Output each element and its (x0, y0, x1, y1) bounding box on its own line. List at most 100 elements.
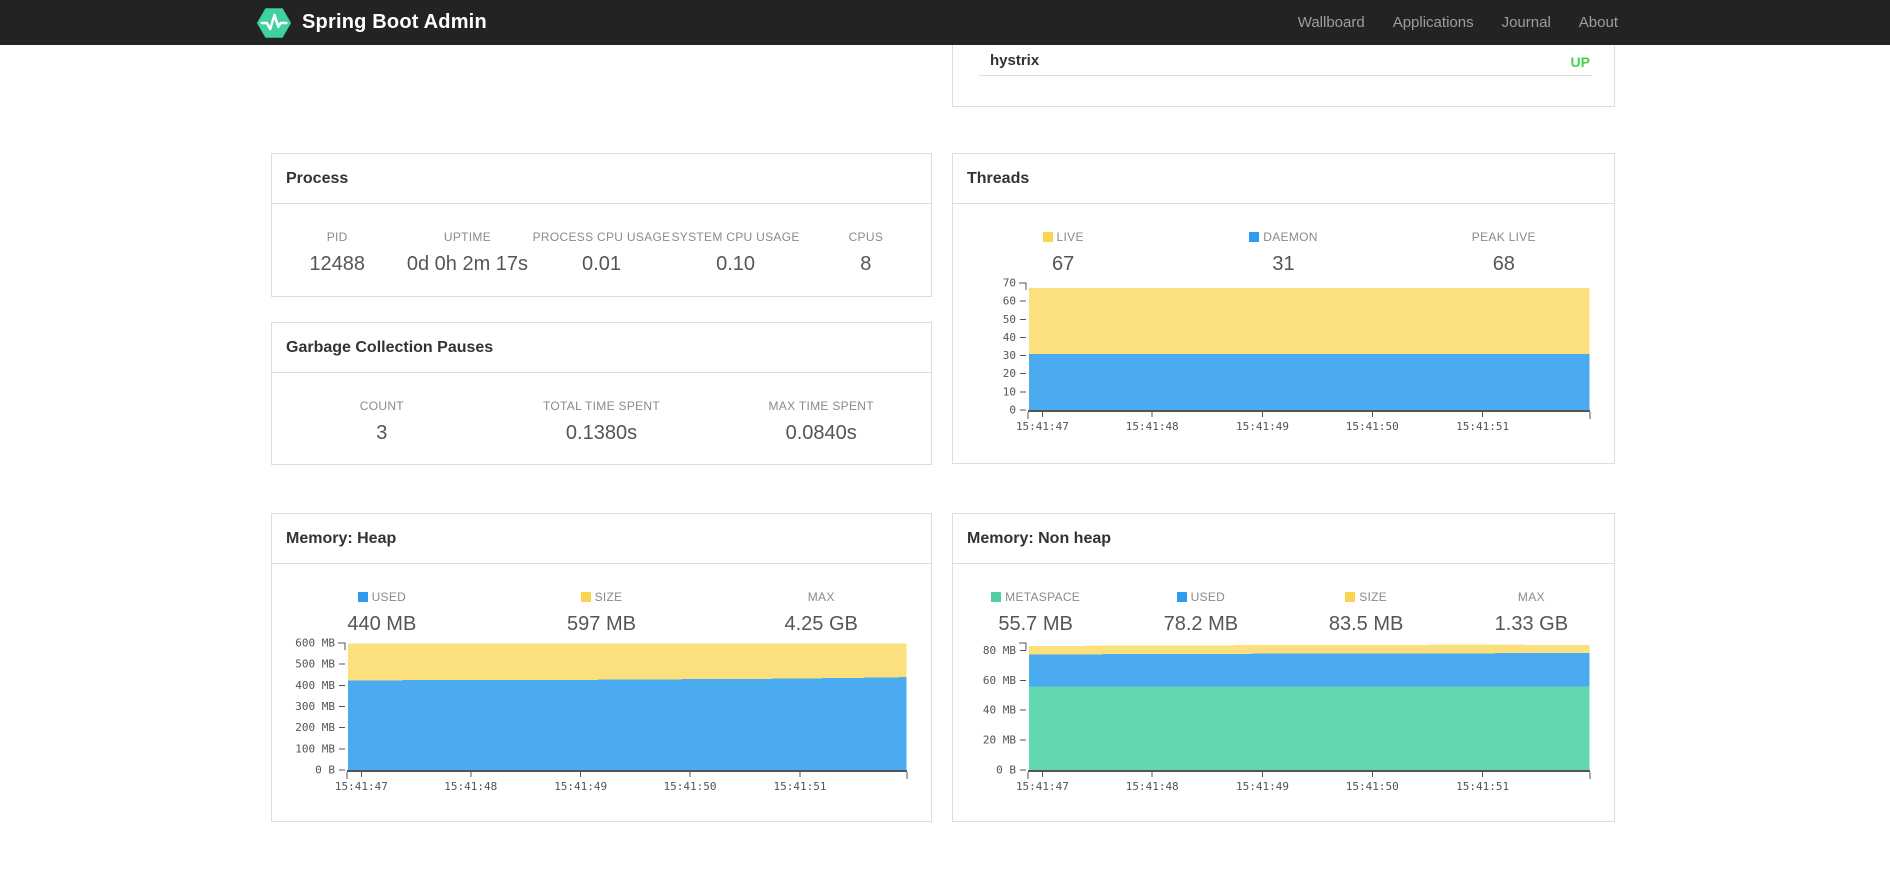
stat-value: 0.01 (582, 253, 621, 275)
svg-text:600 MB: 600 MB (295, 637, 335, 650)
stat-value: 0.10 (716, 253, 756, 275)
stat-value: 1.33 GB (1494, 613, 1569, 635)
memory-heap-stats: USED 440 MB SIZE 597 MB MAX 4.25 GB (272, 564, 931, 636)
nav-item-wallboard[interactable]: Wallboard (1297, 14, 1365, 31)
stat-label: PID (326, 230, 348, 244)
application-status-badge: UP (1570, 54, 1590, 70)
stat-value: 0.1380s (565, 422, 638, 444)
stat: SIZE 597 MB (492, 590, 712, 636)
panel-heading: Garbage Collection Pauses (272, 323, 931, 373)
stat-label: METASPACE (953, 590, 1118, 604)
stat-value: 83.5 MB (1328, 613, 1404, 635)
stat-label: TOTAL TIME SPENT (542, 399, 661, 413)
panel-title: Threads (967, 169, 1030, 187)
stat-value: 68 (1492, 253, 1515, 275)
nav-item-journal[interactable]: Journal (1501, 14, 1551, 31)
svg-text:15:41:51: 15:41:51 (1456, 420, 1509, 433)
svg-text:15:41:48: 15:41:48 (444, 780, 497, 793)
legend-swatch-icon (1249, 232, 1260, 242)
stat-label: COUNT (359, 399, 404, 413)
stat-label: LIVE (953, 230, 1173, 244)
stat-value: 55.7 MB (998, 613, 1073, 635)
threads-panel: Threads LIVE 67 DAEMON 31 PEAK LIVE 68 0 10 20 3… (952, 153, 1615, 464)
svg-text:300 MB: 300 MB (295, 700, 335, 713)
svg-text:400 MB: 400 MB (295, 679, 335, 692)
svg-text:15:41:51: 15:41:51 (1456, 780, 1509, 793)
stat-value: 4.25 GB (784, 613, 858, 635)
stat: MAX 4.25 GB (711, 590, 931, 636)
navbar-brand[interactable]: Spring Boot Admin (255, 0, 487, 45)
stat-value: 0.0840s (785, 422, 857, 444)
stat-value: 12488 (309, 253, 365, 275)
stat-label: MAX (807, 590, 835, 604)
garbage-collection-panel: Garbage Collection Pauses COUNT 3 TOTAL TI… (271, 322, 932, 465)
panel-title: Garbage Collection Pauses (286, 338, 494, 356)
gc-stats: COUNT 3 TOTAL TIME SPENT 0.1380s MAX TIME SP… (272, 373, 931, 445)
memory-nonheap-stats: METASPACE 55.7 MB USED 78.2 MB SIZE 83.5 MB MA… (953, 564, 1614, 636)
stat-label: SIZE (492, 590, 712, 604)
panel-title: Memory: Heap (286, 529, 397, 547)
nav-item-applications[interactable]: Applications (1392, 14, 1474, 31)
stat: PID 12488 (272, 230, 402, 276)
threads-stats: LIVE 67 DAEMON 31 PEAK LIVE 68 (953, 204, 1614, 276)
stat-value: 0d 0h 2m 17s (406, 253, 529, 275)
stat-value: 67 (1052, 253, 1075, 275)
stat: PEAK LIVE 68 (1394, 230, 1614, 276)
panel-title: Memory: Non heap (967, 529, 1112, 547)
legend-swatch-icon (1176, 592, 1187, 602)
process-panel: Process PID 12488 UPTIME 0d 0h 2m 17s PROCES… (271, 153, 932, 297)
panel-heading: Memory: Non heap (953, 514, 1614, 564)
svg-text:40: 40 (1003, 331, 1016, 344)
stat-label: CPUS (848, 230, 884, 244)
svg-text:40 MB: 40 MB (983, 704, 1016, 717)
svg-text:60 MB: 60 MB (983, 674, 1016, 687)
stat: SIZE 83.5 MB (1284, 590, 1449, 636)
svg-text:15:41:47: 15:41:47 (335, 780, 388, 793)
application-row: hystrix UP (953, 45, 1614, 75)
stat: SYSTEM CPU USAGE 0.10 (670, 230, 800, 276)
stat: LIVE 67 (953, 230, 1173, 276)
nav-item-about[interactable]: About (1578, 14, 1618, 31)
stat: COUNT 3 (272, 399, 492, 445)
svg-text:80 MB: 80 MB (983, 644, 1016, 657)
stat-label: SYSTEM CPU USAGE (671, 230, 800, 244)
memory-nonheap-chart: 0 B 20 MB 40 MB 60 MB 80 MB 15:41:47 15:41:48 1… (983, 642, 1591, 793)
stat: PROCESS CPU USAGE 0.01 (533, 230, 671, 276)
stat: MAX TIME SPENT 0.0840s (711, 399, 931, 445)
stat: USED 78.2 MB (1118, 590, 1283, 636)
threads-chart: 0 10 20 30 40 50 60 70 15:41:47 15:41:48 15:41:49 1… (1003, 277, 1591, 433)
svg-text:15:41:50: 15:41:50 (1346, 780, 1399, 793)
legend-swatch-icon (991, 592, 1002, 602)
stat-value: 597 MB (567, 613, 636, 635)
legend-swatch-icon (1042, 232, 1053, 242)
stat-label: UPTIME (443, 230, 492, 244)
memory-heap-panel: Memory: Heap USED 440 MB SIZE 597 MB MAX 4.25… (271, 513, 932, 822)
stat-value: 3 (376, 422, 388, 444)
stat: TOTAL TIME SPENT 0.1380s (492, 399, 712, 445)
svg-text:10: 10 (1003, 385, 1016, 398)
svg-text:15:41:48: 15:41:48 (1126, 420, 1179, 433)
brand-title: Spring Boot Admin (302, 11, 487, 33)
svg-text:15:41:51: 15:41:51 (773, 780, 826, 793)
spring-boot-admin-logo-icon (255, 3, 293, 43)
stat-label: DAEMON (1173, 230, 1393, 244)
svg-text:15:41:49: 15:41:49 (1236, 780, 1289, 793)
svg-text:15:41:50: 15:41:50 (664, 780, 717, 793)
application-name-link[interactable]: hystrix (990, 52, 1040, 69)
svg-text:15:41:49: 15:41:49 (554, 780, 607, 793)
stat-label: USED (1118, 590, 1283, 604)
navbar: Spring Boot Admin Wallboard Applications J… (0, 0, 1890, 45)
panel-title: Process (286, 169, 349, 187)
svg-text:15:41:47: 15:41:47 (1016, 420, 1069, 433)
divider (979, 75, 1592, 76)
process-stats: PID 12488 UPTIME 0d 0h 2m 17s PROCESS CPU US… (272, 204, 931, 276)
stat-value: 78.2 MB (1163, 613, 1239, 635)
stat: UPTIME 0d 0h 2m 17s (402, 230, 532, 276)
memory-heap-chart: 0 B 100 MB 200 MB 300 MB 400 MB 500 MB 600 MB 1… (295, 637, 908, 793)
stat: CPUS 8 (801, 230, 931, 276)
nav-links: Wallboard Applications Journal About (1284, 0, 1632, 45)
stat-label: USED (272, 590, 492, 604)
stat-label: PROCESS CPU USAGE (532, 230, 671, 244)
svg-text:70: 70 (1003, 277, 1016, 290)
stat: METASPACE 55.7 MB (953, 590, 1118, 636)
